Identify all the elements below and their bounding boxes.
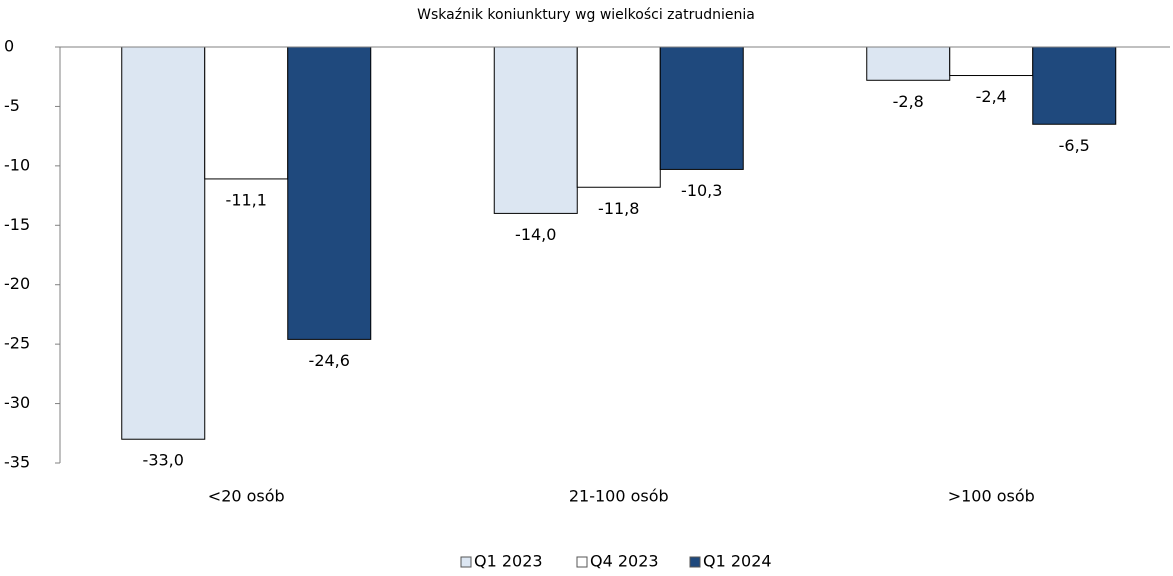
bar [121,46,206,440]
value-label: -11,1 [226,190,267,209]
y-tick-label: -30 [4,393,30,412]
chart-title: Wskaźnik koniunktury wg wielkości zatrud… [417,7,755,23]
value-label: -14,0 [515,225,556,244]
legend-label: Q1 2023 [474,552,543,571]
value-label: -2,4 [976,87,1007,106]
y-tick-label: -25 [4,334,30,353]
value-label: -24,6 [309,351,350,370]
legend-swatch [460,556,472,568]
legend-swatch [576,556,588,568]
y-tick-label: -5 [4,96,20,115]
x-tick-label: <20 osób [208,487,285,506]
x-tick-label: 21-100 osób [569,487,669,506]
y-tick-label: 0 [4,37,14,56]
legend-label: Q1 2024 [703,552,772,571]
legend-swatch [689,556,701,568]
value-label: -2,8 [893,92,924,111]
bar [866,46,951,81]
bar [204,46,289,180]
bar [576,46,661,188]
y-tick-label: -35 [4,453,30,472]
legend-label: Q4 2023 [590,552,659,571]
y-tick-label: -20 [4,274,30,293]
bar [1032,46,1117,125]
y-tick-label: -10 [4,155,30,174]
y-tick-label: -15 [4,215,30,234]
value-label: -33,0 [143,451,184,470]
value-label: -6,5 [1059,136,1090,155]
bar [659,46,744,170]
value-label: -10,3 [681,181,722,200]
value-label: -11,8 [598,199,639,218]
bar [287,46,372,340]
bar [493,46,578,214]
bar [949,46,1034,77]
x-tick-label: >100 osób [948,487,1035,506]
